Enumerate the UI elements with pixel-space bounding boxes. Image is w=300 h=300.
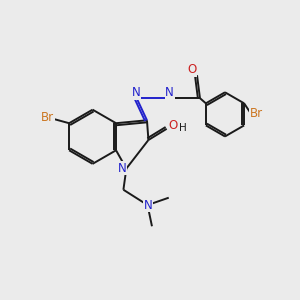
- Text: N: N: [118, 162, 126, 175]
- Text: H: H: [179, 123, 187, 133]
- Text: N: N: [165, 86, 174, 99]
- Text: N: N: [132, 86, 140, 99]
- Text: Br: Br: [250, 107, 263, 120]
- Text: O: O: [169, 119, 178, 132]
- Text: O: O: [187, 63, 196, 76]
- Text: N: N: [144, 199, 152, 212]
- Text: Br: Br: [41, 111, 54, 124]
